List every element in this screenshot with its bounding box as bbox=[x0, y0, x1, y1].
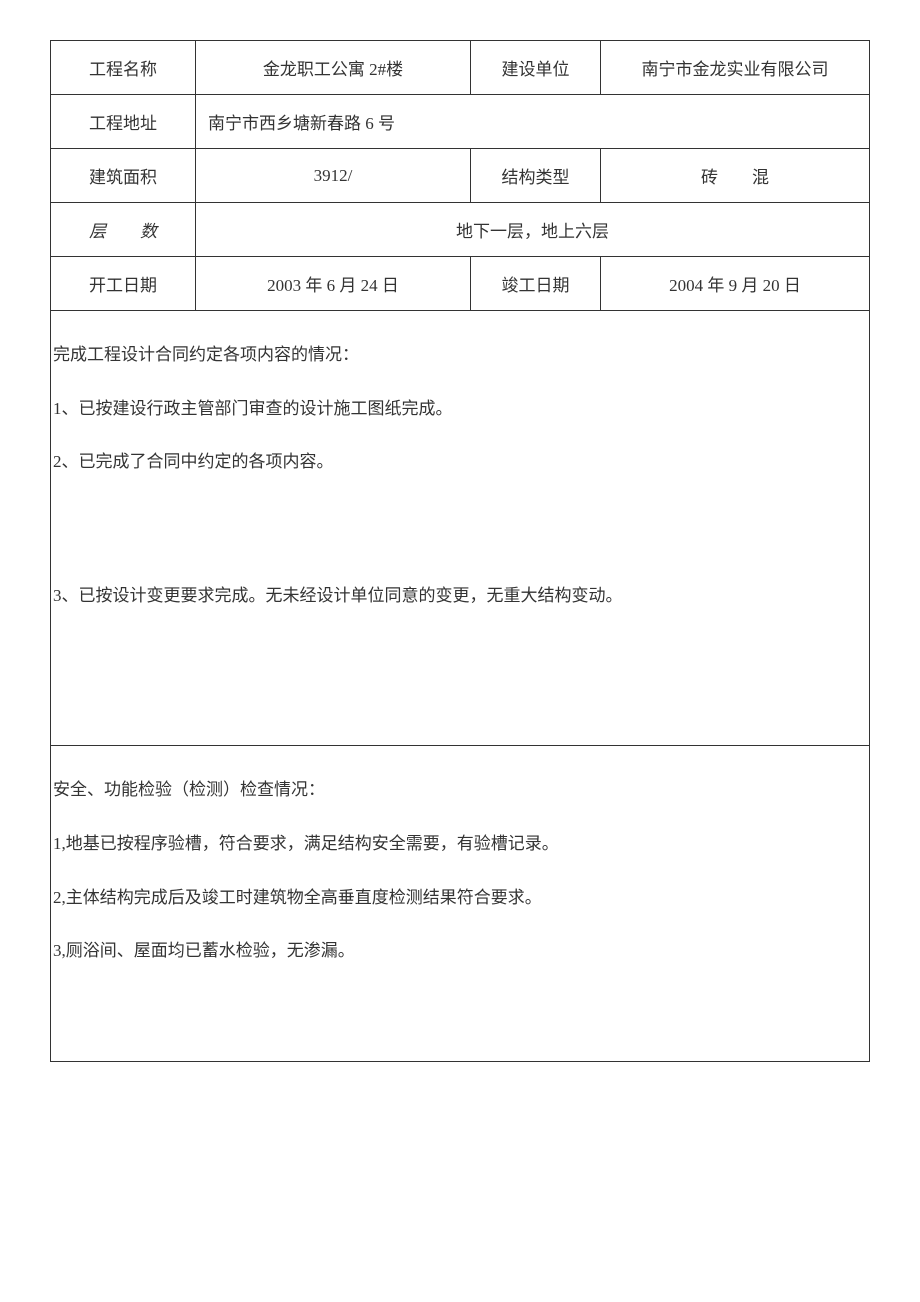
label-project-name: 工程名称 bbox=[51, 41, 196, 95]
value-completion-date: 2004 年 9 月 20 日 bbox=[601, 257, 870, 311]
value-project-address: 南宁市西乡塘新春路 6 号 bbox=[196, 95, 870, 149]
table-row: 工程名称 金龙职工公寓 2#楼 建设单位 南宁市金龙实业有限公司 bbox=[51, 41, 870, 95]
section2-item: 3,厕浴间、屋面均已蓄水检验，无渗漏。 bbox=[53, 927, 857, 975]
value-construction-unit: 南宁市金龙实业有限公司 bbox=[601, 41, 870, 95]
value-start-date: 2003 年 6 月 24 日 bbox=[196, 257, 471, 311]
value-project-name: 金龙职工公寓 2#楼 bbox=[196, 41, 471, 95]
label-floors: 层 数 bbox=[51, 203, 196, 257]
table-row: 层 数 地下一层，地上六层 bbox=[51, 203, 870, 257]
section1-title: 完成工程设计合同约定各项内容的情况： bbox=[53, 331, 857, 379]
label-start-date: 开工日期 bbox=[51, 257, 196, 311]
label-building-area: 建筑面积 bbox=[51, 149, 196, 203]
value-structure-type: 砖 混 bbox=[601, 149, 870, 203]
completion-status-section: 完成工程设计合同约定各项内容的情况： 1、已按建设行政主管部门审查的设计施工图纸… bbox=[51, 311, 870, 746]
section1-item: 3、已按设计变更要求完成。无未经设计单位同意的变更，无重大结构变动。 bbox=[53, 572, 857, 620]
section2-title: 安全、功能检验（检测）检查情况： bbox=[53, 766, 857, 814]
safety-inspection-section: 安全、功能检验（检测）检查情况： 1,地基已按程序验槽，符合要求，满足结构安全需… bbox=[51, 746, 870, 1061]
section1-item: 1、已按建设行政主管部门审查的设计施工图纸完成。 bbox=[53, 385, 857, 433]
table-row: 工程地址 南宁市西乡塘新春路 6 号 bbox=[51, 95, 870, 149]
project-info-table: 工程名称 金龙职工公寓 2#楼 建设单位 南宁市金龙实业有限公司 工程地址 南宁… bbox=[50, 40, 870, 1062]
table-row: 开工日期 2003 年 6 月 24 日 竣工日期 2004 年 9 月 20 … bbox=[51, 257, 870, 311]
content-section-1: 完成工程设计合同约定各项内容的情况： 1、已按建设行政主管部门审查的设计施工图纸… bbox=[51, 311, 870, 746]
value-floors: 地下一层，地上六层 bbox=[196, 203, 870, 257]
section2-item: 1,地基已按程序验槽，符合要求，满足结构安全需要，有验槽记录。 bbox=[53, 820, 857, 868]
spacer bbox=[53, 625, 857, 725]
table-row: 建筑面积 3912/ 结构类型 砖 混 bbox=[51, 149, 870, 203]
section2-item: 2,主体结构完成后及竣工时建筑物全高垂直度检测结果符合要求。 bbox=[53, 874, 857, 922]
spacer bbox=[53, 492, 857, 572]
spacer bbox=[53, 981, 857, 1041]
label-structure-type: 结构类型 bbox=[471, 149, 601, 203]
section1-item: 2、已完成了合同中约定的各项内容。 bbox=[53, 438, 857, 486]
label-completion-date: 竣工日期 bbox=[471, 257, 601, 311]
label-project-address: 工程地址 bbox=[51, 95, 196, 149]
label-construction-unit: 建设单位 bbox=[471, 41, 601, 95]
value-building-area: 3912/ bbox=[196, 149, 471, 203]
content-section-2: 安全、功能检验（检测）检查情况： 1,地基已按程序验槽，符合要求，满足结构安全需… bbox=[51, 746, 870, 1061]
